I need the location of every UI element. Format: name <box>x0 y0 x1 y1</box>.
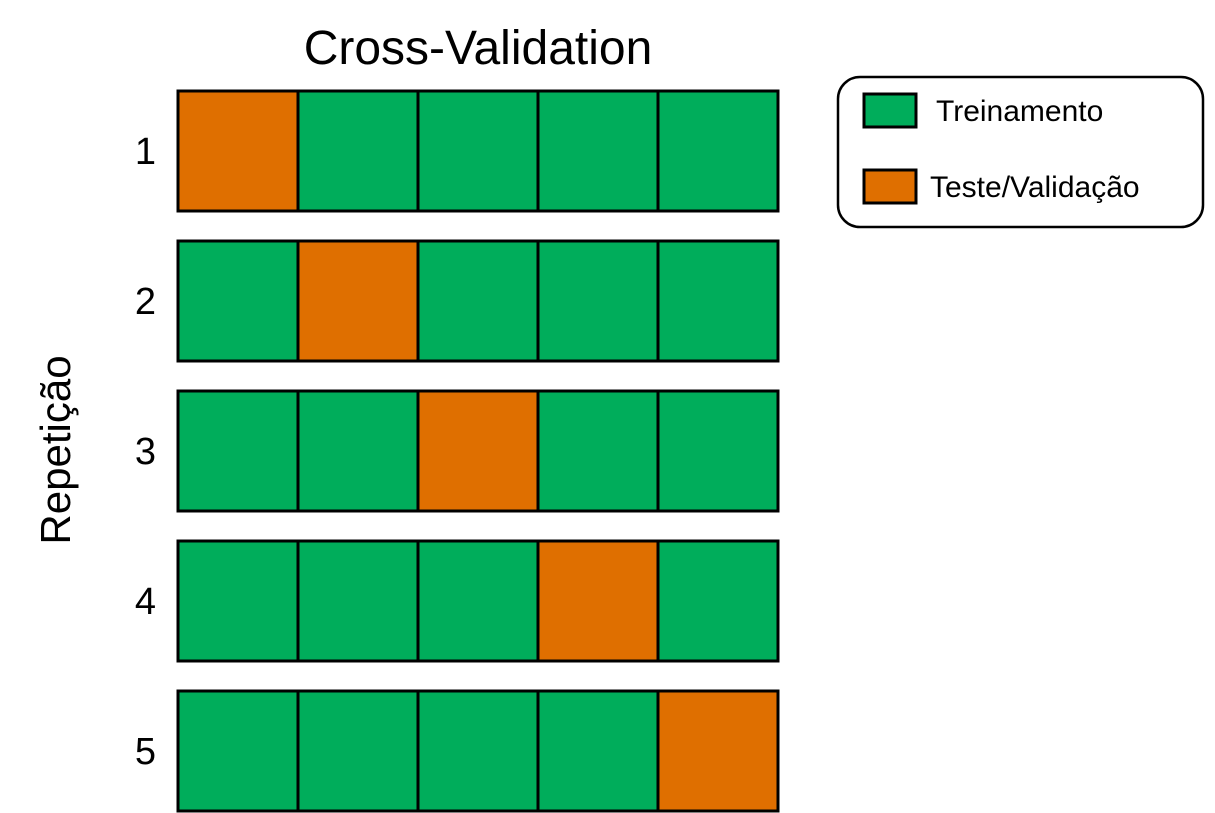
fold-row-4: 4 <box>135 539 780 663</box>
train-fold-cell <box>656 539 780 663</box>
test-fold-cell <box>176 89 300 213</box>
fold-grid: 1 2 3 4 5 <box>135 89 780 813</box>
diagram-title: Cross-Validation <box>304 22 653 75</box>
fold-row-3: 3 <box>135 389 780 513</box>
train-fold-cell <box>416 539 540 663</box>
row-label: 4 <box>135 581 156 623</box>
train-fold-cell <box>176 389 300 513</box>
row-label: 3 <box>135 431 156 473</box>
train-fold-cell <box>296 389 420 513</box>
legend: Treinamento Teste/Validação <box>836 75 1205 229</box>
train-fold-cell <box>296 689 420 813</box>
legend-label-train: Treinamento <box>936 95 1103 128</box>
y-axis-label: Repetição <box>32 355 79 544</box>
train-fold-cell <box>176 689 300 813</box>
train-fold-cell <box>656 389 780 513</box>
legend-swatch-train <box>862 92 918 129</box>
row-label: 5 <box>135 731 156 773</box>
legend-box <box>836 75 1205 229</box>
train-fold-cell <box>536 389 660 513</box>
train-fold-cell <box>296 539 420 663</box>
row-label: 2 <box>135 281 156 323</box>
legend-swatch-test <box>862 168 918 205</box>
test-fold-cell <box>416 389 540 513</box>
test-fold-cell <box>656 689 780 813</box>
fold-row-5: 5 <box>135 689 780 813</box>
train-fold-cell <box>176 239 300 363</box>
fold-row-1: 1 <box>135 89 780 213</box>
fold-row-2: 2 <box>135 239 780 363</box>
train-fold-cell <box>536 89 660 213</box>
train-fold-cell <box>416 89 540 213</box>
legend-items: Treinamento Teste/Validação <box>862 92 1140 205</box>
train-fold-cell <box>296 89 420 213</box>
row-label: 1 <box>135 131 156 173</box>
train-fold-cell <box>656 89 780 213</box>
legend-label-test: Teste/Validação <box>930 171 1140 204</box>
train-fold-cell <box>416 239 540 363</box>
train-fold-cell <box>536 239 660 363</box>
train-fold-cell <box>536 689 660 813</box>
train-fold-cell <box>176 539 300 663</box>
train-fold-cell <box>416 689 540 813</box>
train-fold-cell <box>656 239 780 363</box>
test-fold-cell <box>296 239 420 363</box>
test-fold-cell <box>536 539 660 663</box>
